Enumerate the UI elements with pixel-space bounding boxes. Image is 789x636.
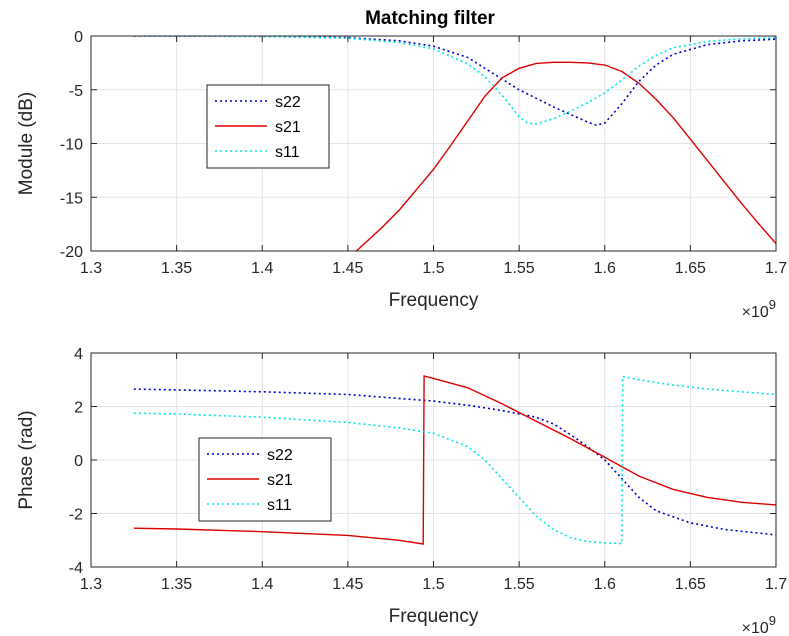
phase-plot: 1.3 1.35 1.4 1.45 1.5 1.55 1.6 1.65 1.7 -4 -2 0 2 4 F… bbox=[16, 346, 787, 636]
module-series bbox=[133, 36, 776, 251]
module-ytick-label: -10 bbox=[60, 137, 83, 154]
module-grid bbox=[90, 35, 777, 252]
chart-title: Matching filter bbox=[365, 8, 495, 29]
module-x-multiplier-exp: 9 bbox=[769, 297, 776, 312]
module-xtick-label: 1.55 bbox=[504, 260, 535, 277]
phase-legend-label-s21: s21 bbox=[267, 472, 293, 489]
module-ytick-label: 0 bbox=[74, 29, 83, 46]
phase-series-s21 bbox=[133, 375, 776, 545]
module-legend-label-s11: s11 bbox=[275, 144, 300, 161]
phase-ytick-label: -2 bbox=[69, 507, 83, 524]
module-ytick-label: -5 bbox=[69, 83, 83, 100]
phase-x-multiplier-base: ×10 bbox=[742, 620, 769, 636]
module-xtick-label: 1.3 bbox=[80, 260, 102, 277]
phase-xtick-label: 1.7 bbox=[765, 576, 787, 593]
module-series-s21 bbox=[355, 61, 776, 251]
phase-xtick-label: 1.35 bbox=[161, 576, 192, 593]
phase-ylabel: Phase (rad) bbox=[16, 410, 37, 509]
phase-x-multiplier-exp: 9 bbox=[769, 613, 776, 628]
phase-xlabel: Frequency bbox=[389, 606, 479, 627]
module-xtick-label: 1.45 bbox=[332, 260, 363, 277]
module-x-multiplier: ×109 bbox=[742, 297, 776, 321]
phase-xtick-label: 1.45 bbox=[332, 576, 363, 593]
phase-xtick-label: 1.6 bbox=[594, 576, 616, 593]
module-series-s11 bbox=[133, 36, 776, 125]
phase-x-multiplier: ×109 bbox=[742, 613, 776, 636]
phase-xtick-label: 1.55 bbox=[504, 576, 535, 593]
module-xlabel: Frequency bbox=[389, 290, 479, 311]
phase-ytick-label: 0 bbox=[74, 453, 83, 470]
phase-legend-label-s22: s22 bbox=[267, 447, 293, 464]
phase-ticks: 1.3 1.35 1.4 1.45 1.5 1.55 1.6 1.65 1.7 -4 -2 0 2 4 bbox=[69, 346, 787, 593]
phase-xtick-label: 1.5 bbox=[422, 576, 444, 593]
module-ytick-label: -15 bbox=[60, 190, 83, 207]
module-xtick-label: 1.7 bbox=[765, 260, 787, 277]
phase-legend: s22 s21 s11 bbox=[198, 437, 332, 522]
module-plot: 1.3 1.35 1.4 1.45 1.5 1.55 1.6 1.65 1.7 -20 -15 -10… bbox=[16, 29, 787, 321]
module-xtick-label: 1.6 bbox=[594, 260, 616, 277]
module-ylabel: Module (dB) bbox=[16, 92, 37, 196]
module-ticks: 1.3 1.35 1.4 1.45 1.5 1.55 1.6 1.65 1.7 -20 -15 -10… bbox=[60, 29, 787, 277]
phase-series bbox=[133, 375, 776, 545]
module-ytick-label: -20 bbox=[60, 244, 83, 261]
phase-ytick-label: 4 bbox=[74, 346, 83, 363]
module-x-multiplier-base: ×10 bbox=[742, 304, 769, 321]
module-xtick-label: 1.35 bbox=[161, 260, 192, 277]
phase-ytick-label: 2 bbox=[74, 400, 83, 417]
module-legend-label-s21: s21 bbox=[275, 119, 301, 136]
phase-xtick-label: 1.65 bbox=[675, 576, 706, 593]
module-legend-label-s22: s22 bbox=[275, 94, 301, 111]
module-xtick-label: 1.5 bbox=[422, 260, 444, 277]
phase-ytick-label: -4 bbox=[69, 560, 83, 577]
phase-xtick-label: 1.3 bbox=[80, 576, 102, 593]
phase-xtick-label: 1.4 bbox=[251, 576, 273, 593]
phase-legend-label-s11: s11 bbox=[267, 497, 292, 514]
module-xtick-label: 1.4 bbox=[251, 260, 273, 277]
module-xtick-label: 1.65 bbox=[675, 260, 706, 277]
phase-series-s11 bbox=[133, 375, 776, 545]
module-legend: s22 s21 s11 bbox=[206, 84, 330, 169]
